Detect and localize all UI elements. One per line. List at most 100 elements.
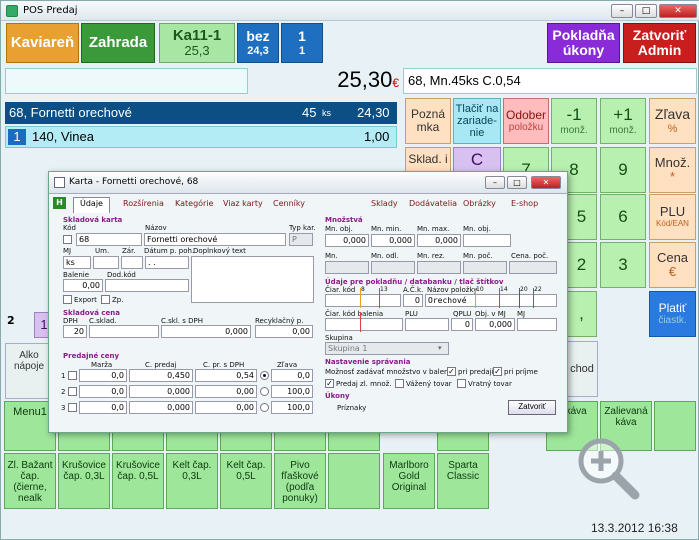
balenie-field[interactable]: 0,00: [63, 279, 103, 292]
mn-field[interactable]: 0,000: [371, 234, 415, 247]
mn-field[interactable]: 0,000: [325, 234, 369, 247]
mn-field[interactable]: [463, 234, 511, 247]
csdph-field[interactable]: 0,000: [161, 325, 251, 338]
tab-dodavatelia[interactable]: Dodávatelia: [409, 199, 458, 208]
csklad-field[interactable]: [89, 325, 159, 338]
zatvorit-button[interactable]: Zatvoriť: [508, 400, 556, 415]
pc-zlava-field[interactable]: 100,0: [271, 385, 313, 398]
key-3[interactable]: 3: [600, 242, 646, 288]
product-button[interactable]: Pivo fľaškové (podľa ponuky): [274, 453, 326, 509]
poznamka-button[interactable]: Pozná mka: [405, 98, 451, 144]
cena-button[interactable]: Cena €: [649, 242, 696, 288]
qplu-field[interactable]: 0: [451, 318, 473, 331]
sklad-button[interactable]: Sklad. i: [405, 147, 451, 173]
kaviaren-button[interactable]: Kaviareň: [6, 23, 79, 63]
pc-marza-field[interactable]: 0,0: [79, 369, 127, 382]
chod-button[interactable]: chod: [566, 341, 598, 397]
vratny-checkbox[interactable]: [457, 379, 466, 388]
pc-sdph-field[interactable]: 0,00: [195, 385, 257, 398]
key-6[interactable]: 6: [600, 194, 646, 240]
minus-one-button[interactable]: -1 monž.: [551, 98, 597, 144]
ciar-field[interactable]: [325, 294, 401, 307]
comma-button[interactable]: ,: [566, 291, 597, 337]
tab-cenniky[interactable]: Cenníky: [273, 199, 305, 208]
pri-prijme-checkbox[interactable]: ✓: [493, 367, 502, 376]
barcode-input[interactable]: [5, 68, 248, 94]
one-button[interactable]: 1 1: [281, 23, 323, 63]
key-2[interactable]: 2: [566, 242, 597, 288]
platit-button[interactable]: Platiť čiastk.: [649, 291, 696, 337]
nazov-field[interactable]: Fornetti orechové: [144, 233, 286, 246]
product-button[interactable]: Menu1: [4, 401, 56, 451]
dodkod-field[interactable]: [105, 279, 189, 292]
pc-predaj-field[interactable]: 0,000: [129, 401, 193, 414]
product-button[interactable]: Marlboro Gold Original: [383, 453, 435, 509]
pc-marza-field[interactable]: 0,0: [79, 385, 127, 398]
tab-kategorie[interactable]: Kategórie: [175, 199, 214, 208]
zar-field[interactable]: [121, 256, 143, 269]
close-button[interactable]: ✕: [659, 4, 697, 18]
doplnkovy-textarea[interactable]: [191, 256, 314, 303]
tab-viaz-karty[interactable]: Viaz karty: [223, 199, 263, 208]
product-button[interactable]: [654, 401, 696, 451]
predaj-zl-checkbox[interactable]: ✓: [325, 379, 334, 388]
key-9[interactable]: 9: [600, 147, 646, 193]
minimize-button[interactable]: –: [611, 4, 633, 18]
export-checkbox[interactable]: [63, 295, 72, 304]
pc-sdph-field[interactable]: 0,54: [195, 369, 257, 382]
clear-button[interactable]: C: [453, 147, 501, 173]
mn-field[interactable]: 0,000: [417, 234, 461, 247]
pri-predaji-checkbox[interactable]: ✓: [447, 367, 456, 376]
pokladna-button[interactable]: Pokladňa úkony: [547, 23, 620, 63]
mnoz-button[interactable]: Množ. *: [649, 147, 696, 193]
alko-category[interactable]: Alko nápoje: [5, 343, 53, 399]
pc-predaj-field[interactable]: 0,450: [129, 369, 193, 382]
zoom-plus-icon[interactable]: [569, 433, 665, 503]
tab-rozsirenia[interactable]: Rozšírenia: [123, 199, 164, 208]
key-5[interactable]: 5: [566, 194, 597, 240]
dph-field[interactable]: 20: [63, 325, 87, 338]
datum-field[interactable]: . .: [145, 256, 189, 269]
mj-select[interactable]: ks: [63, 256, 91, 269]
mjb-field[interactable]: [517, 318, 557, 331]
tab-sklady[interactable]: Sklady: [371, 199, 398, 208]
pc-row-checkbox[interactable]: [68, 403, 77, 412]
zlava-button[interactable]: Zľava %: [649, 98, 696, 144]
vazeny-checkbox[interactable]: [395, 379, 404, 388]
pc-row-checkbox[interactable]: [68, 387, 77, 396]
tab-udaje[interactable]: Údaje: [73, 197, 110, 213]
zahrada-button[interactable]: Zahrada: [81, 23, 155, 63]
product-button[interactable]: Kelt čap. 0,3L: [166, 453, 218, 509]
typ-select[interactable]: P: [289, 233, 313, 246]
order-item-selected[interactable]: 68, Fornetti orechové 45 ks 24,30: [5, 102, 397, 124]
zp-checkbox[interactable]: [101, 295, 110, 304]
pc-predaj-field[interactable]: 0,000: [129, 385, 193, 398]
tab-obrazky[interactable]: Obrázky: [463, 199, 496, 208]
tlacit-button[interactable]: Tlačiť na zariade- nie: [453, 98, 501, 144]
pc-marza-field[interactable]: 0,0: [79, 401, 127, 414]
priznaky-label[interactable]: Príznaky: [337, 404, 367, 412]
product-button[interactable]: Sparta Classic: [437, 453, 489, 509]
product-button[interactable]: Zl. Bažant čap. (čierne, nealk: [4, 453, 56, 509]
dialog-close-button[interactable]: ✕: [531, 176, 561, 189]
skupina-select[interactable]: Skupina 1: [325, 342, 449, 355]
plus-one-button[interactable]: +1 monž.: [600, 98, 646, 144]
nazov-pol-field[interactable]: Orechové: [425, 294, 557, 307]
zatvorit-admin-button[interactable]: Zatvoriť Admin: [623, 23, 696, 63]
recykl-field[interactable]: 0,00: [255, 325, 313, 338]
odober-button[interactable]: Odober položku: [503, 98, 549, 144]
product-button[interactable]: Krušovice čap. 0,3L: [58, 453, 110, 509]
plu-field[interactable]: [405, 318, 449, 331]
product-button[interactable]: Kelt čap. 0,5L: [220, 453, 272, 509]
pc-zlava-field[interactable]: 0,0: [271, 369, 313, 382]
tab-eshop[interactable]: E-shop: [511, 199, 539, 208]
pc-row-radio[interactable]: [260, 403, 269, 412]
ciar-bal-field[interactable]: [325, 318, 403, 331]
pc-row-radio[interactable]: [260, 387, 269, 396]
order-item[interactable]: 1 140, Vinea 1,00: [5, 126, 397, 148]
um-field[interactable]: [93, 256, 119, 269]
pc-zlava-field[interactable]: 100,0: [271, 401, 313, 414]
table-button[interactable]: Ka11-1 25,3: [159, 23, 235, 63]
pc-row-radio[interactable]: [260, 371, 269, 380]
product-button[interactable]: [328, 453, 380, 509]
